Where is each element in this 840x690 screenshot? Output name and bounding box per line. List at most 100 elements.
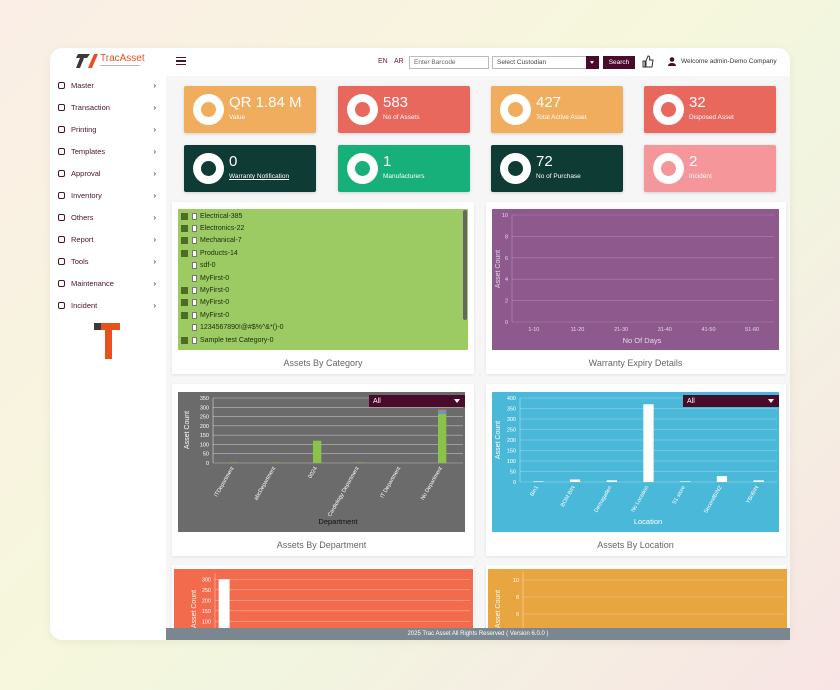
menu-icon xyxy=(58,169,65,177)
chart: 0 50 100 150 200 250 300 350 400 Bin1 BOM BIN Demag… xyxy=(492,392,779,532)
y-tick-label: 0 xyxy=(206,461,209,467)
tree-expander xyxy=(181,286,188,294)
chart: 100 150 200 250 300 Asset Count xyxy=(174,569,473,628)
tree-item[interactable]: Products-14 xyxy=(181,248,238,258)
menu-item[interactable]: Inventory › xyxy=(58,188,160,202)
y-tick-label: 150 xyxy=(200,433,209,439)
tree-item[interactable]: MyFirst-0 xyxy=(181,298,229,308)
card-icon-inner xyxy=(355,161,370,176)
menu-item[interactable]: Maintenance › xyxy=(58,276,160,290)
scrollbar[interactable] xyxy=(463,210,467,320)
filter-value: All xyxy=(687,397,695,405)
y-axis-label: Asset Count xyxy=(495,250,502,288)
filter-dropdown[interactable]: All xyxy=(369,395,465,407)
lang-ar[interactable]: AR xyxy=(394,58,404,65)
menu-item[interactable]: Tools › xyxy=(58,254,160,268)
menu-item[interactable]: Master › xyxy=(58,78,160,92)
y-tick-label: 100 xyxy=(202,619,211,625)
x-axis-label: No Of Days xyxy=(623,336,662,345)
bar xyxy=(643,404,654,482)
tree-label: sdf-0 xyxy=(200,262,216,270)
tree-expander xyxy=(181,237,188,245)
tree-file-icon xyxy=(192,224,197,232)
card-label: Incident xyxy=(689,173,712,180)
menu-item[interactable]: Approval › xyxy=(58,166,160,180)
tree-item[interactable]: Electrical-385 xyxy=(181,211,242,221)
x-tick-label: No Location xyxy=(630,485,650,513)
tree-label: MyFirst-0 xyxy=(200,299,230,307)
bar xyxy=(716,476,728,482)
summary-card: 2 Incident xyxy=(644,145,776,192)
card-value: QR 1.84 M xyxy=(229,94,302,111)
menu-chevron: › xyxy=(153,234,156,244)
menu-chevron: › xyxy=(153,102,156,112)
menu-toggle-bar xyxy=(176,60,186,62)
menu-chevron: › xyxy=(153,300,156,310)
tree-item[interactable]: Sample test Category-0 xyxy=(181,335,274,345)
menu-chevron: › xyxy=(153,124,156,134)
footer: 2025 Trac Asset All Rights Reserved ( Ve… xyxy=(166,628,790,640)
y-axis-label: Asset Count xyxy=(495,590,502,628)
tree-item[interactable]: 1234567890!@#$%^&*()-0 xyxy=(181,323,284,333)
menu-item[interactable]: Report › xyxy=(58,232,160,246)
tree-item[interactable]: Mechanical-7 xyxy=(181,236,242,246)
card-label: Disposed Asset xyxy=(689,114,734,121)
x-tick-label: No Department xyxy=(420,466,444,502)
card-icon xyxy=(653,153,684,184)
y-axis-label: Asset Count xyxy=(495,421,502,459)
menu-label: Templates xyxy=(71,146,106,156)
thumbs-icon[interactable] xyxy=(642,55,654,68)
card-icon xyxy=(347,153,378,184)
menu-item[interactable]: Templates › xyxy=(58,144,160,158)
custodian-select[interactable]: Select Custodian xyxy=(492,56,599,69)
menu-item[interactable]: Others › xyxy=(58,210,160,224)
menu-label: Transaction xyxy=(71,102,110,112)
tree-item[interactable]: Electronics-22 xyxy=(181,223,244,233)
menu-item[interactable]: Transaction › xyxy=(58,100,160,114)
filter-dropdown[interactable]: All xyxy=(683,395,779,407)
menu-label: Others xyxy=(71,212,94,222)
y-tick-label: 250 xyxy=(200,415,209,421)
y-tick-label: 350 xyxy=(200,396,209,402)
menu-label: Tools xyxy=(71,256,89,266)
card-label: Value xyxy=(229,114,246,121)
menu-icon xyxy=(58,213,65,221)
panel-caption: Assets By Department xyxy=(276,540,367,550)
barcode-input[interactable]: Enter Barcode xyxy=(409,56,489,69)
tree-item[interactable]: MyFirst-0 xyxy=(181,310,229,320)
y-tick-label: 250 xyxy=(507,428,516,434)
tree-item[interactable]: sdf-0 xyxy=(181,261,216,271)
bar xyxy=(313,440,322,463)
bar xyxy=(229,462,238,463)
tree-file-icon xyxy=(192,311,197,319)
card-label: No of Purchase xyxy=(536,173,581,180)
menu-icon xyxy=(58,191,65,199)
panel-caption: Warranty Expiry Details xyxy=(588,358,683,368)
y-tick-label: 6 xyxy=(505,256,508,262)
menu-label: Approval xyxy=(71,168,101,178)
menu-icon xyxy=(58,103,65,111)
tree-item[interactable]: MyFirst-0 xyxy=(181,285,229,295)
y-tick-label: 8 xyxy=(516,595,519,601)
card-icon xyxy=(193,94,224,125)
bar xyxy=(438,413,447,463)
menu-chevron: › xyxy=(153,212,156,222)
lang-en[interactable]: EN xyxy=(378,58,388,65)
card-icon xyxy=(347,94,378,125)
card-icon-inner xyxy=(661,161,676,176)
bar xyxy=(354,462,363,463)
summary-card: 32 Disposed Asset xyxy=(644,86,776,133)
y-tick-label: 50 xyxy=(510,470,516,476)
menu-item[interactable]: Incident › xyxy=(58,298,160,312)
y-tick-label: 50 xyxy=(203,452,209,458)
menu-icon xyxy=(58,81,65,89)
summary-card: 72 No of Purchase xyxy=(491,145,623,192)
tree-item[interactable]: MyFirst-0 xyxy=(181,273,229,283)
card-label[interactable]: Warranty Notification xyxy=(229,173,290,180)
menu-item[interactable]: Printing › xyxy=(58,122,160,136)
menu-label: Master xyxy=(71,80,94,90)
search-button[interactable]: Search xyxy=(603,56,635,69)
user-icon xyxy=(668,57,676,66)
menu-toggle[interactable] xyxy=(176,57,186,65)
brand-logo xyxy=(76,54,98,68)
